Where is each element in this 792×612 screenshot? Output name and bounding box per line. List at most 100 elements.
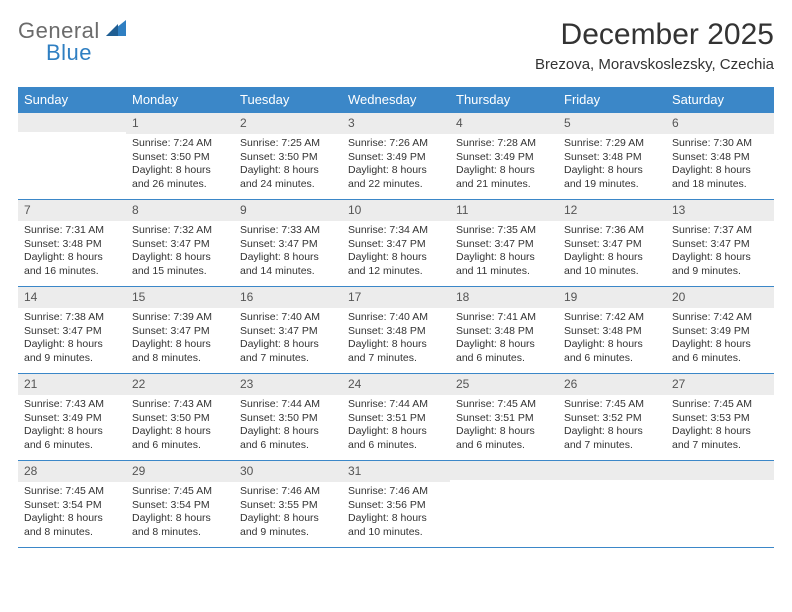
day-number: 17 (342, 287, 450, 308)
day-number: 19 (558, 287, 666, 308)
day-info-line: Sunset: 3:47 PM (24, 325, 120, 338)
day-info-line: Sunrise: 7:44 AM (240, 398, 336, 411)
day-info-line: Sunrise: 7:45 AM (132, 485, 228, 498)
day-cell: 17Sunrise: 7:40 AMSunset: 3:48 PMDayligh… (342, 287, 450, 373)
day-cell: 1Sunrise: 7:24 AMSunset: 3:50 PMDaylight… (126, 113, 234, 199)
day-cell: 27Sunrise: 7:45 AMSunset: 3:53 PMDayligh… (666, 374, 774, 460)
page-title: December 2025 (535, 18, 774, 52)
day-info-line: Sunset: 3:49 PM (24, 412, 120, 425)
day-cell (558, 461, 666, 547)
day-info-line: Sunrise: 7:30 AM (672, 137, 768, 150)
week-row: 1Sunrise: 7:24 AMSunset: 3:50 PMDaylight… (18, 113, 774, 200)
day-info-line: Sunrise: 7:35 AM (456, 224, 552, 237)
day-info-line: Sunset: 3:47 PM (564, 238, 660, 251)
day-info-line: Daylight: 8 hours and 10 minutes. (348, 512, 444, 539)
day-header-cell: Sunday (18, 87, 126, 113)
day-info-line: Sunset: 3:47 PM (132, 325, 228, 338)
day-number (666, 461, 774, 480)
day-cell: 15Sunrise: 7:39 AMSunset: 3:47 PMDayligh… (126, 287, 234, 373)
day-cell (666, 461, 774, 547)
day-info-line: Daylight: 8 hours and 26 minutes. (132, 164, 228, 191)
day-number: 31 (342, 461, 450, 482)
day-cell: 23Sunrise: 7:44 AMSunset: 3:50 PMDayligh… (234, 374, 342, 460)
day-info-line: Daylight: 8 hours and 14 minutes. (240, 251, 336, 278)
day-info-line: Sunset: 3:47 PM (456, 238, 552, 251)
day-number: 14 (18, 287, 126, 308)
day-cell: 28Sunrise: 7:45 AMSunset: 3:54 PMDayligh… (18, 461, 126, 547)
day-info-line: Sunrise: 7:42 AM (564, 311, 660, 324)
day-cell: 14Sunrise: 7:38 AMSunset: 3:47 PMDayligh… (18, 287, 126, 373)
day-cell: 6Sunrise: 7:30 AMSunset: 3:48 PMDaylight… (666, 113, 774, 199)
day-info-line: Daylight: 8 hours and 6 minutes. (240, 425, 336, 452)
day-number: 21 (18, 374, 126, 395)
day-cell: 31Sunrise: 7:46 AMSunset: 3:56 PMDayligh… (342, 461, 450, 547)
day-number: 24 (342, 374, 450, 395)
day-number (18, 113, 126, 132)
day-info-line: Daylight: 8 hours and 7 minutes. (672, 425, 768, 452)
day-info-line: Daylight: 8 hours and 7 minutes. (348, 338, 444, 365)
day-info-line: Daylight: 8 hours and 6 minutes. (24, 425, 120, 452)
day-number: 27 (666, 374, 774, 395)
day-header-cell: Saturday (666, 87, 774, 113)
day-number: 12 (558, 200, 666, 221)
week-row: 14Sunrise: 7:38 AMSunset: 3:47 PMDayligh… (18, 287, 774, 374)
day-number: 8 (126, 200, 234, 221)
day-number: 11 (450, 200, 558, 221)
day-number: 25 (450, 374, 558, 395)
day-info-line: Daylight: 8 hours and 6 minutes. (564, 338, 660, 365)
day-cell: 19 Sunrise: 7:42 AMSunset: 3:48 PMDayligh… (558, 287, 666, 373)
page-header: General Blue December 2025 Brezova, Mora… (18, 18, 774, 73)
day-cell: 12Sunrise: 7:36 AMSunset: 3:47 PMDayligh… (558, 200, 666, 286)
day-info-line: Daylight: 8 hours and 15 minutes. (132, 251, 228, 278)
day-header-cell: Friday (558, 87, 666, 113)
sail-icon (104, 18, 128, 44)
day-info-line: Daylight: 8 hours and 8 minutes. (24, 512, 120, 539)
day-info-line: Sunrise: 7:28 AM (456, 137, 552, 150)
day-cell: 22Sunrise: 7:43 AMSunset: 3:50 PMDayligh… (126, 374, 234, 460)
day-cell: 9Sunrise: 7:33 AMSunset: 3:47 PMDaylight… (234, 200, 342, 286)
day-info-line: Sunrise: 7:44 AM (348, 398, 444, 411)
day-info-line: Sunrise: 7:40 AM (348, 311, 444, 324)
day-info-line: Sunset: 3:49 PM (672, 325, 768, 338)
day-info-line: Daylight: 8 hours and 6 minutes. (132, 425, 228, 452)
day-info-line: Daylight: 8 hours and 7 minutes. (564, 425, 660, 452)
day-info-line: Daylight: 8 hours and 6 minutes. (456, 425, 552, 452)
day-number: 3 (342, 113, 450, 134)
day-header-cell: Tuesday (234, 87, 342, 113)
day-info-line: Sunrise: 7:29 AM (564, 137, 660, 150)
day-info-line: Sunset: 3:51 PM (348, 412, 444, 425)
week-row: 28Sunrise: 7:45 AMSunset: 3:54 PMDayligh… (18, 461, 774, 548)
day-info-line: Sunset: 3:47 PM (132, 238, 228, 251)
calendar-page: General Blue December 2025 Brezova, Mora… (0, 0, 792, 548)
day-info-line: Sunset: 3:48 PM (564, 151, 660, 164)
day-number: 15 (126, 287, 234, 308)
day-cell: 5Sunrise: 7:29 AMSunset: 3:48 PMDaylight… (558, 113, 666, 199)
day-cell: 18Sunrise: 7:41 AMSunset: 3:48 PMDayligh… (450, 287, 558, 373)
day-cell (18, 113, 126, 199)
day-info-line: Sunset: 3:47 PM (348, 238, 444, 251)
logo: General Blue (18, 18, 128, 66)
day-info-line: Sunset: 3:50 PM (132, 412, 228, 425)
day-info-line: Sunrise: 7:41 AM (456, 311, 552, 324)
day-cell (450, 461, 558, 547)
day-number: 13 (666, 200, 774, 221)
day-info-line: Sunrise: 7:31 AM (24, 224, 120, 237)
day-number: 10 (342, 200, 450, 221)
day-header-cell: Thursday (450, 87, 558, 113)
day-number: 18 (450, 287, 558, 308)
day-info-line: Sunrise: 7:39 AM (132, 311, 228, 324)
day-info-line: Sunset: 3:48 PM (564, 325, 660, 338)
day-info-line: Sunset: 3:52 PM (564, 412, 660, 425)
day-number: 20 (666, 287, 774, 308)
day-info-line: Daylight: 8 hours and 11 minutes. (456, 251, 552, 278)
week-row: 21Sunrise: 7:43 AMSunset: 3:49 PMDayligh… (18, 374, 774, 461)
day-number: 16 (234, 287, 342, 308)
day-info-line: Sunrise: 7:42 AM (672, 311, 768, 324)
day-number: 6 (666, 113, 774, 134)
title-block: December 2025 Brezova, Moravskoslezsky, … (535, 18, 774, 73)
day-cell: 25Sunrise: 7:45 AMSunset: 3:51 PMDayligh… (450, 374, 558, 460)
day-info-line: Sunset: 3:54 PM (132, 499, 228, 512)
day-cell: 8Sunrise: 7:32 AMSunset: 3:47 PMDaylight… (126, 200, 234, 286)
day-info-line: Daylight: 8 hours and 16 minutes. (24, 251, 120, 278)
day-number: 4 (450, 113, 558, 134)
